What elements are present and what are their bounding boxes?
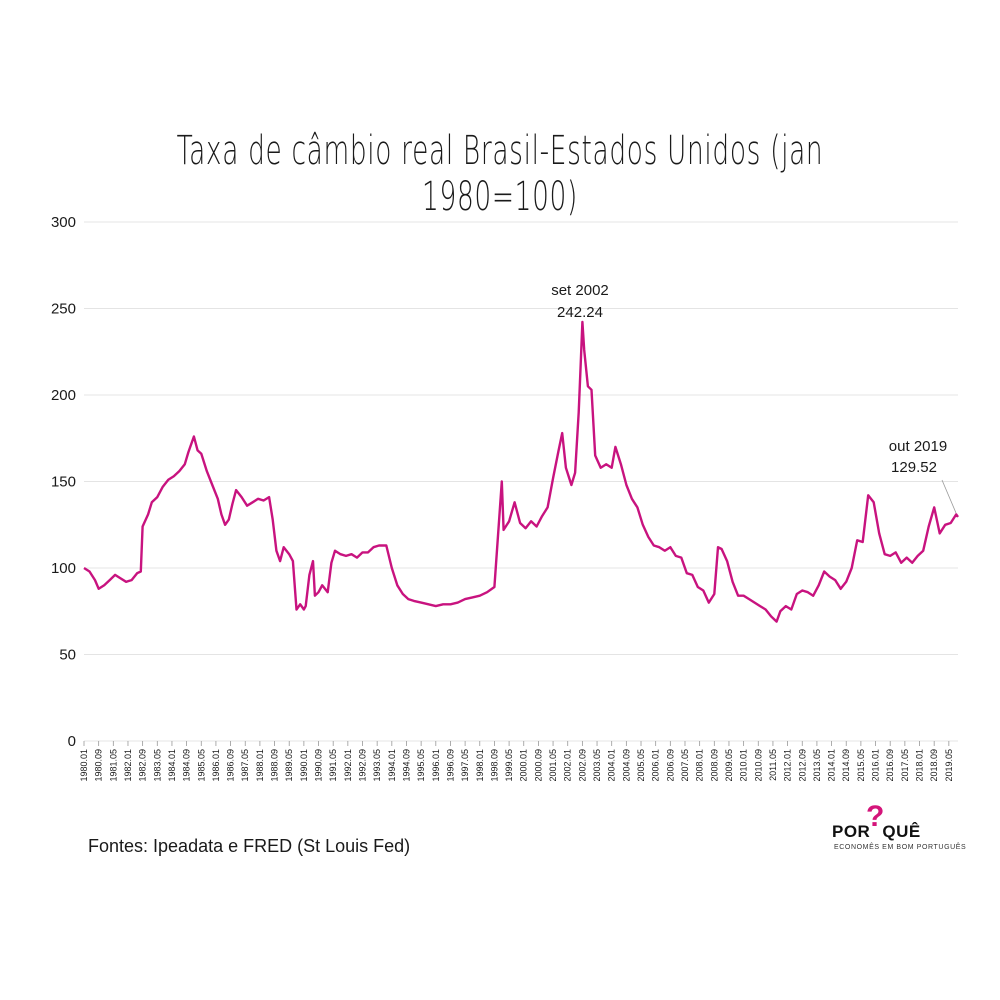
- x-tick-label: 1998.01: [475, 749, 485, 782]
- x-tick-label: 1988.01: [255, 749, 265, 782]
- x-tick-label: 2001.05: [548, 749, 558, 782]
- x-tick-label: 1990.01: [299, 749, 309, 782]
- x-tick-label: 2014.01: [827, 749, 837, 782]
- annotation-last-value: 129.52: [891, 459, 937, 476]
- logo-word-right: QUÊ: [882, 822, 921, 841]
- y-tick-label: 0: [68, 733, 76, 750]
- annotation-last-date: out 2019: [889, 438, 947, 455]
- logo-wordmark: POR QUÊ: [832, 822, 921, 842]
- y-tick-label: 250: [51, 301, 76, 318]
- x-tick-label: 1995.05: [416, 749, 426, 782]
- y-tick-label: 50: [59, 647, 76, 664]
- x-tick-label: 1994.09: [401, 749, 411, 782]
- x-tick-label: 1982.09: [138, 749, 148, 782]
- x-tick-label: 1997.05: [460, 749, 470, 782]
- x-tick-label: 1991.05: [328, 749, 338, 782]
- x-tick-label: 1980.01: [79, 749, 89, 782]
- x-tick-label: 2000.01: [519, 749, 529, 782]
- y-tick-label: 150: [51, 474, 76, 491]
- x-tick-label: 1986.09: [226, 749, 236, 782]
- grid-lines: [84, 221, 958, 742]
- series-line: [83, 320, 959, 623]
- x-tick-label: 2016.01: [871, 749, 881, 782]
- x-tick-label: 2014.09: [841, 749, 851, 782]
- y-tick-label: 100: [51, 560, 76, 577]
- annotation-leader-line: [941, 479, 957, 514]
- y-tick-label: 300: [51, 214, 76, 231]
- x-tick-label: 2016.09: [885, 749, 895, 782]
- x-tick-label: 1986.01: [211, 749, 221, 782]
- y-tick-label: 200: [51, 387, 76, 404]
- x-tick-label: 2007.05: [680, 749, 690, 782]
- x-tick-label: 1985.05: [196, 749, 206, 782]
- x-tick-label: 2013.05: [812, 749, 822, 782]
- x-tick-label: 2008.01: [695, 749, 705, 782]
- x-tick-label: 1982.01: [123, 749, 133, 782]
- x-tick-label: 1993.05: [372, 749, 382, 782]
- x-tick-label: 2018.01: [915, 749, 925, 782]
- x-tick-label: 2010.01: [739, 749, 749, 782]
- x-tick-label: 2012.09: [797, 749, 807, 782]
- x-tick-label: 1983.05: [152, 749, 162, 782]
- x-tick-label: 1984.09: [182, 749, 192, 782]
- x-tick-label: 2008.09: [709, 749, 719, 782]
- series-group: [83, 320, 959, 623]
- x-tick-label: 2017.05: [900, 749, 910, 782]
- x-tick-label: 2012.01: [783, 749, 793, 782]
- x-tick-label: 1990.09: [314, 749, 324, 782]
- x-tick-label: 1992.01: [343, 749, 353, 782]
- x-tick-label: 2004.01: [607, 749, 617, 782]
- x-axis-ticks: 1980.01 1980.09 1981.05 1982.01 1982.09 1983.…: [79, 741, 954, 782]
- logo-word-left: POR: [832, 822, 871, 841]
- x-tick-label: 1996.01: [431, 749, 441, 782]
- x-tick-label: 2002.01: [563, 749, 573, 782]
- x-tick-label: 2003.05: [592, 749, 602, 782]
- x-tick-label: 1988.09: [270, 749, 280, 782]
- x-tick-label: 1981.05: [108, 749, 118, 782]
- x-tick-label: 2006.01: [651, 749, 661, 782]
- x-tick-label: 1984.01: [167, 749, 177, 782]
- x-tick-label: 1992.09: [358, 749, 368, 782]
- annotation-peak-date: set 2002: [551, 282, 609, 299]
- question-mark-icon: ?: [866, 800, 885, 833]
- porque-logo: ? POR QUÊ ECONOMÊS EM BOM PORTUGUÊS: [832, 800, 966, 860]
- annotation-peak-value: 242.24: [557, 304, 603, 321]
- x-tick-label: 1999.05: [504, 749, 514, 782]
- annotations: set 2002 242.24 out 2019 129.52: [551, 282, 957, 514]
- logo-tagline: ECONOMÊS EM BOM PORTUGUÊS: [834, 844, 967, 851]
- x-tick-label: 1996.09: [445, 749, 455, 782]
- x-tick-label: 2005.05: [636, 749, 646, 782]
- x-tick-label: 2018.09: [929, 749, 939, 782]
- source-note: Fontes: Ipeadata e FRED (St Louis Fed): [88, 836, 411, 856]
- chart-title: Taxa de câmbio real Brasil-Estados Unido…: [176, 128, 824, 220]
- x-tick-label: 2015.05: [856, 749, 866, 782]
- x-tick-label: 2009.05: [724, 749, 734, 782]
- x-tick-label: 2004.09: [621, 749, 631, 782]
- x-tick-label: 1998.09: [489, 749, 499, 782]
- x-tick-label: 2006.09: [665, 749, 675, 782]
- x-tick-label: 1994.01: [387, 749, 397, 782]
- x-tick-label: 2002.09: [577, 749, 587, 782]
- y-axis-ticks: 0 50 100 150 200 250 300: [51, 214, 76, 750]
- x-tick-label: 1989.05: [284, 749, 294, 782]
- x-tick-label: 2011.05: [768, 749, 778, 781]
- x-tick-label: 1987.05: [240, 749, 250, 782]
- x-tick-label: 2010.09: [753, 749, 763, 782]
- x-tick-label: 1980.09: [94, 749, 104, 782]
- x-tick-label: 2019.05: [944, 749, 954, 782]
- x-tick-label: 2000.09: [533, 749, 543, 782]
